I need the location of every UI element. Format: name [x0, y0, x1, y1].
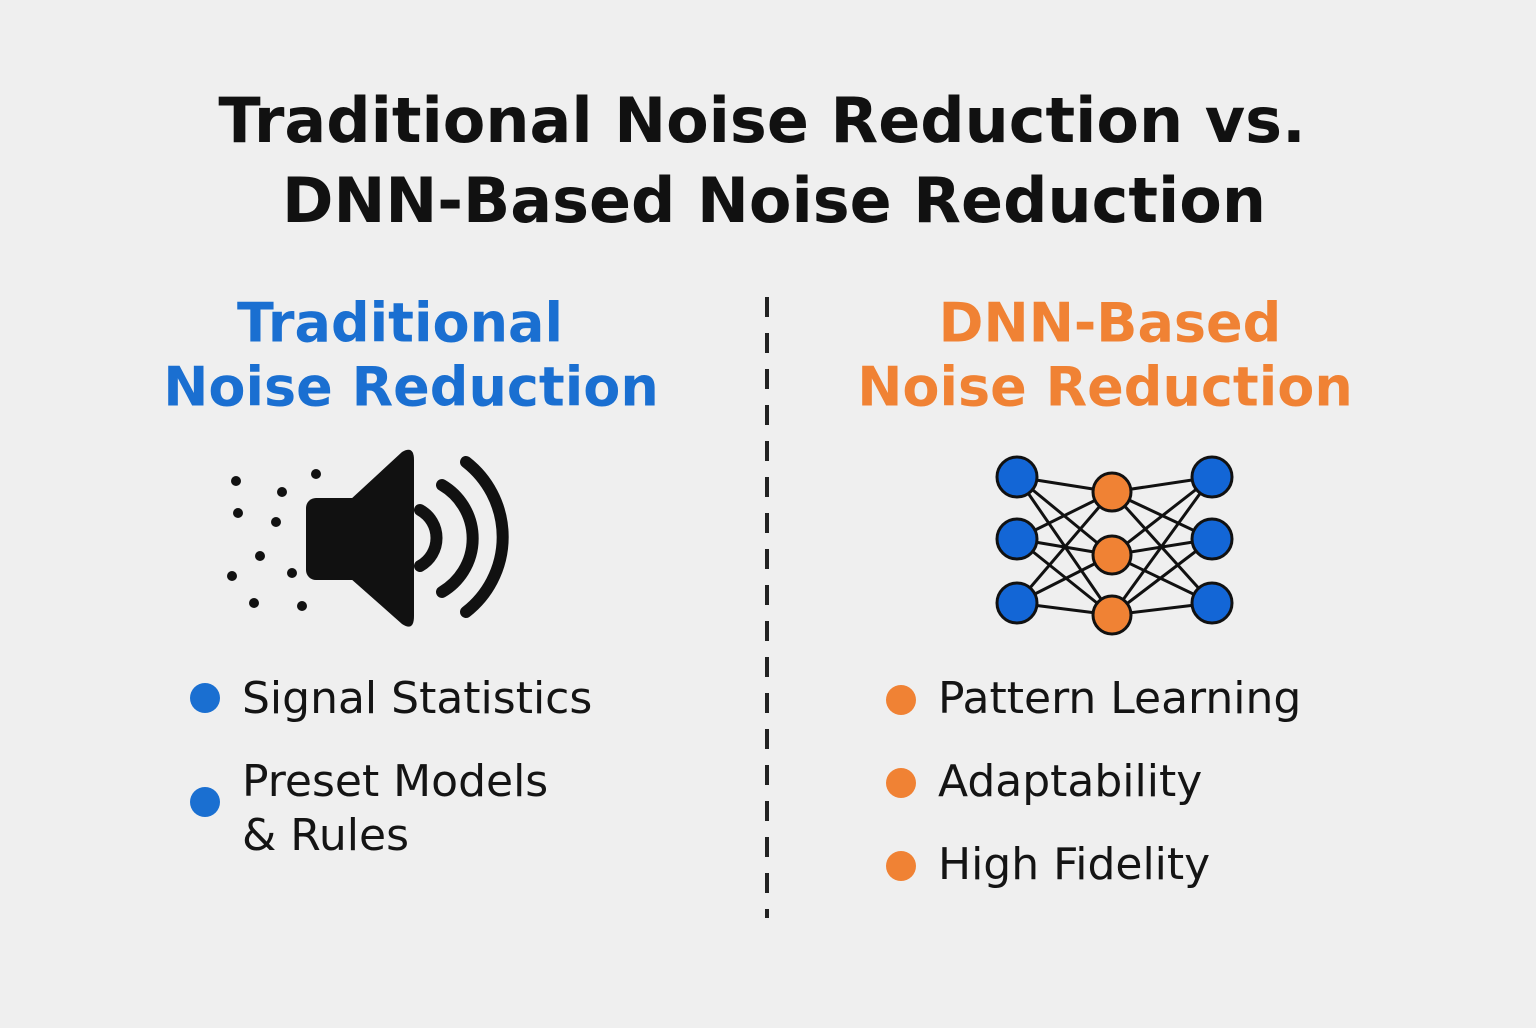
- nn-edge: [1110, 476, 1214, 616]
- bullet: [190, 683, 220, 713]
- nn-node: [995, 455, 1039, 499]
- nn-edge: [1015, 491, 1114, 604]
- nn-node: [995, 517, 1039, 561]
- nn-node: [1190, 455, 1234, 499]
- nn-node: [995, 581, 1039, 625]
- nn-node: [1091, 534, 1133, 576]
- right-item: Pattern Learning: [938, 673, 1301, 724]
- bullet: [886, 685, 916, 715]
- neural-network-icon: [995, 455, 1234, 636]
- bullet: [190, 787, 220, 817]
- nn-node: [1091, 471, 1133, 513]
- title-line: Traditional Noise Reduction vs.: [218, 84, 1305, 157]
- right-heading: DNN-Based: [939, 292, 1282, 355]
- nn-node: [1190, 581, 1234, 625]
- left-item: Preset Models: [242, 756, 548, 807]
- right-heading: Noise Reduction: [857, 356, 1353, 419]
- left-heading: Noise Reduction: [163, 356, 659, 419]
- bullet: [886, 851, 916, 881]
- left-item: Signal Statistics: [242, 673, 592, 724]
- bullet: [886, 768, 916, 798]
- right-item: Adaptability: [938, 756, 1202, 807]
- left-item: & Rules: [242, 810, 409, 861]
- nn-node: [1190, 517, 1234, 561]
- right-item: High Fidelity: [938, 839, 1210, 890]
- nn-node: [1091, 594, 1133, 636]
- speaker-icon: [227, 449, 509, 627]
- title-line: DNN-Based Noise Reduction: [282, 164, 1266, 237]
- left-heading: Traditional: [237, 292, 563, 355]
